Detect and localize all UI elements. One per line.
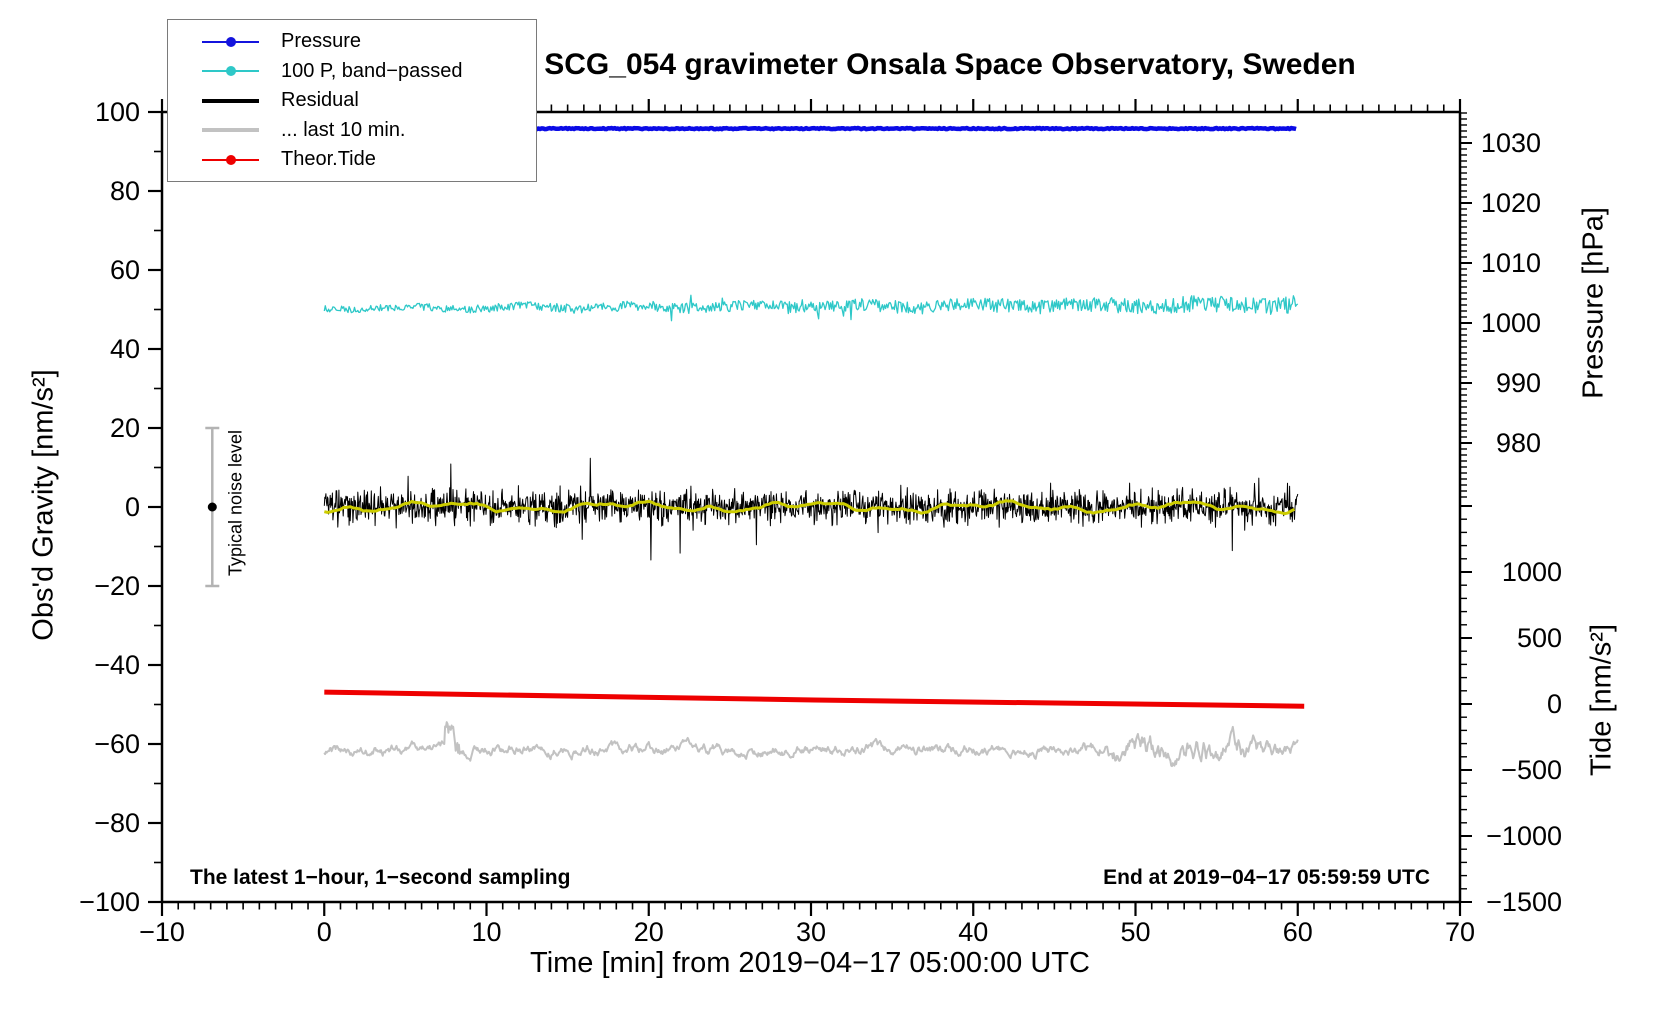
svg-text:1020: 1020 bbox=[1481, 188, 1541, 218]
svg-text:−80: −80 bbox=[94, 808, 140, 838]
svg-text:70: 70 bbox=[1445, 917, 1475, 947]
svg-text:−40: −40 bbox=[94, 650, 140, 680]
svg-text:0: 0 bbox=[125, 492, 140, 522]
svg-text:−10: −10 bbox=[139, 917, 185, 947]
legend-item-theortide: Theor.Tide bbox=[168, 145, 536, 175]
legend-sample-residual bbox=[202, 95, 259, 107]
svg-text:30: 30 bbox=[796, 917, 826, 947]
legend-item-residual: Residual bbox=[168, 86, 536, 116]
series-bandpassed bbox=[323, 294, 1299, 322]
series-last10min bbox=[323, 721, 1299, 768]
legend-item-pressure: Pressure bbox=[168, 27, 536, 57]
svg-text:990: 990 bbox=[1496, 368, 1541, 398]
gravity-axis-label: Obs'd Gravity [nm/s²] bbox=[27, 369, 60, 641]
noise-level-marker bbox=[205, 426, 220, 588]
svg-text:−100: −100 bbox=[79, 887, 140, 917]
legend-label: 100 P, band−passed bbox=[281, 59, 463, 82]
svg-text:100: 100 bbox=[95, 97, 140, 127]
svg-text:40: 40 bbox=[958, 917, 988, 947]
svg-text:1000: 1000 bbox=[1502, 557, 1562, 587]
svg-text:−500: −500 bbox=[1501, 755, 1562, 785]
svg-text:500: 500 bbox=[1517, 623, 1562, 653]
legend-label: Pressure bbox=[281, 30, 362, 53]
svg-text:1010: 1010 bbox=[1481, 248, 1541, 278]
noise-level-label: Typical noise level bbox=[225, 429, 246, 577]
legend-sample-pressure bbox=[202, 36, 259, 48]
svg-text:10: 10 bbox=[471, 917, 501, 947]
legend-label: Theor.Tide bbox=[281, 148, 376, 171]
svg-text:20: 20 bbox=[634, 917, 664, 947]
svg-text:80: 80 bbox=[110, 176, 140, 206]
svg-text:−20: −20 bbox=[94, 571, 140, 601]
series-residual-smoothed bbox=[323, 499, 1296, 516]
svg-text:20: 20 bbox=[110, 413, 140, 443]
svg-text:1000: 1000 bbox=[1481, 308, 1541, 338]
svg-text:0: 0 bbox=[317, 917, 332, 947]
chart-title: SCG_054 gravimeter Onsala Space Observat… bbox=[544, 48, 1356, 81]
svg-text:0: 0 bbox=[1547, 689, 1562, 719]
svg-text:50: 50 bbox=[1120, 917, 1150, 947]
svg-text:980: 980 bbox=[1496, 428, 1541, 458]
legend-label: ... last 10 min. bbox=[281, 118, 406, 141]
legend-item-last10min: ... last 10 min. bbox=[168, 116, 536, 146]
svg-text:−1500: −1500 bbox=[1486, 887, 1562, 917]
tide-axis-label: Tide [nm/s²] bbox=[1585, 623, 1618, 777]
legend-item-bandpassed: 100 P, band−passed bbox=[168, 57, 536, 87]
legend-sample-last10min bbox=[202, 124, 259, 136]
legend-label: Residual bbox=[281, 89, 359, 112]
pressure-axis-label: Pressure [hPa] bbox=[1577, 207, 1610, 399]
svg-text:−1000: −1000 bbox=[1486, 821, 1562, 851]
end-time-annotation: End at 2019−04−17 05:59:59 UTC bbox=[1103, 866, 1430, 889]
svg-text:−60: −60 bbox=[94, 729, 140, 759]
svg-text:60: 60 bbox=[1283, 917, 1313, 947]
time-axis-label: Time [min] from 2019−04−17 05:00:00 UTC bbox=[530, 947, 1090, 979]
svg-text:40: 40 bbox=[110, 334, 140, 364]
series-theortide bbox=[324, 689, 1305, 709]
legend-sample-theortide bbox=[202, 154, 259, 166]
legend-sample-bandpassed bbox=[202, 65, 259, 77]
sampling-annotation: The latest 1−hour, 1−second sampling bbox=[190, 866, 571, 889]
svg-text:1030: 1030 bbox=[1481, 128, 1541, 158]
series-group bbox=[323, 125, 1305, 768]
legend-box: Pressure 100 P, band−passed Residual ...… bbox=[167, 19, 537, 182]
svg-text:60: 60 bbox=[110, 255, 140, 285]
